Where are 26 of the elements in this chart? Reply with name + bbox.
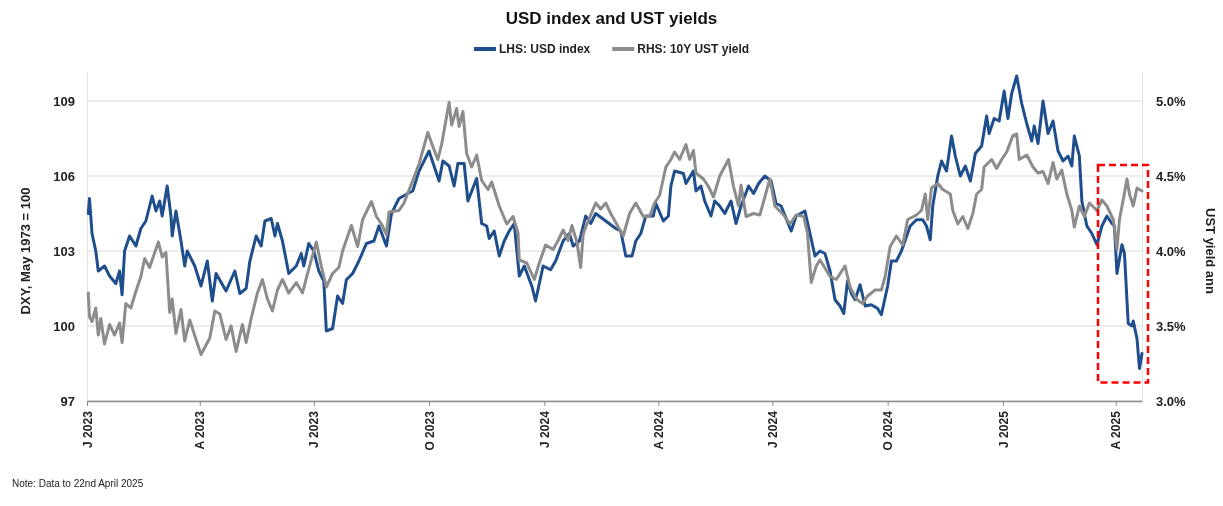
y2-tick-label: 4.5% [1156,168,1187,184]
x-tick-label: J 2023 [80,410,95,448]
y-tick-label: 103 [53,243,75,259]
y2-tick-label: 4.0% [1156,243,1187,259]
y-tick-label: 100 [53,318,75,334]
x-tick-label: A 2025 [1109,410,1124,450]
x-tick-label: O 2023 [422,410,437,451]
y-axis-title: DXY, May 1973 = 100 [18,187,33,315]
y2-tick-label: 3.0% [1156,393,1187,409]
x-tick-label: J 2024 [538,410,553,448]
chart-title: USD index and UST yields [505,9,718,28]
x-tick-label: J 2023 [307,410,322,448]
y-tick-label: 106 [53,168,75,184]
x-tick-label: A 2023 [193,410,208,450]
y2-tick-label: 5.0% [1156,93,1187,109]
y2-axis-title: UST yield ann [1203,208,1218,295]
x-tick-label: A 2024 [652,410,667,450]
x-tick-label: J 2024 [766,410,781,448]
x-tick-label: J 2025 [996,410,1011,448]
y-tick-label: 109 [53,93,75,109]
legend-label: LHS: USD index [498,42,591,56]
text: Note: Data to 22nd April 2025 [12,478,144,489]
x-tick-label: O 2024 [881,410,896,451]
legend-label: RHS: 10Y UST yield [637,42,750,56]
y-tick-label: 97 [60,393,75,409]
y2-tick-label: 3.5% [1156,318,1187,334]
